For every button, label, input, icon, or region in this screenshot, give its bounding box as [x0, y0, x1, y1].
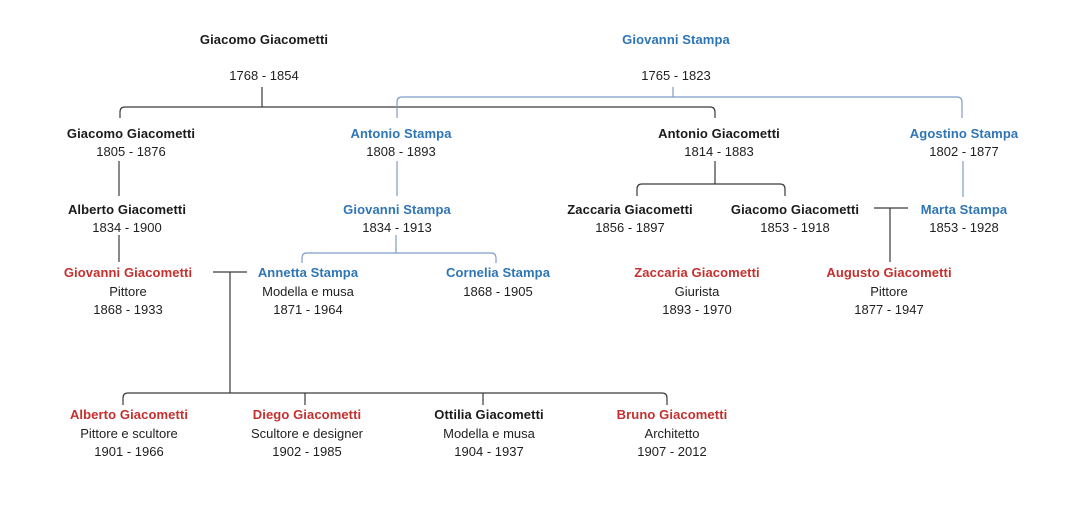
diego-giacometti-1902-dates: 1902 - 1985: [272, 444, 342, 459]
augusto-giacometti-1877-dates: 1877 - 1947: [854, 302, 924, 317]
giovanni-stampa-1765-dates: 1765 - 1823: [641, 68, 711, 83]
giovanni-giacometti-1868-role: Pittore: [109, 284, 147, 299]
giovanni-giacometti-1868-name: Giovanni Giacometti: [63, 265, 193, 280]
agostino-stampa-1802-dates: 1802 - 1877: [929, 144, 999, 159]
giacomo-giacometti-1805-name: Giacomo Giacometti: [66, 126, 196, 141]
alberto-giacometti-1901-dates: 1901 - 1966: [94, 444, 164, 459]
alberto-giacometti-1901-name: Alberto Giacometti: [69, 407, 189, 422]
diego-giacometti-1902-role: Scultore e designer: [250, 426, 364, 441]
connector-stampa-gen2-bar: [396, 96, 963, 118]
giovanni-stampa-1834-name: Giovanni Stampa: [343, 202, 451, 217]
antonio-giacometti-1814-name: Antonio Giacometti: [658, 126, 780, 141]
augusto-giacometti-1877-name: Augusto Giacometti: [826, 265, 952, 280]
cornelia-stampa-1868-dates: 1868 - 1905: [463, 284, 533, 299]
giovanni-stampa-1834-dates: 1834 - 1913: [362, 220, 432, 235]
antonio-giacometti-1814-dates: 1814 - 1883: [684, 144, 754, 159]
augusto-giacometti-1877-role: Pittore: [870, 284, 908, 299]
giovanni-stampa-1765-name: Giovanni Stampa: [622, 32, 730, 47]
ottilia-giacometti-1904-name: Ottilia Giacometti: [434, 407, 544, 422]
zaccaria-giacometti-1893-role: Giurista: [674, 284, 720, 299]
antonio-stampa-1808-dates: 1808 - 1893: [366, 144, 436, 159]
marta-stampa-1853-name: Marta Stampa: [920, 202, 1008, 217]
alberto-giacometti-1901-role: Pittore e scultore: [80, 426, 178, 441]
annetta-stampa-1871-dates: 1871 - 1964: [273, 302, 343, 317]
ottilia-giacometti-1904-dates: 1904 - 1937: [454, 444, 524, 459]
ottilia-giacometti-1904-role: Modella e musa: [443, 426, 535, 441]
connector-giacometti-gen2-bar: [119, 106, 716, 118]
bruno-giacometti-1907-dates: 1907 - 2012: [637, 444, 707, 459]
bruno-giacometti-1907-role: Architetto: [644, 426, 700, 441]
cornelia-stampa-1868-name: Cornelia Stampa: [445, 265, 551, 280]
connector-bottom-children-bar: [122, 392, 668, 405]
antonio-stampa-1808-name: Antonio Stampa: [350, 126, 452, 141]
alberto-giacometti-1834-name: Alberto Giacometti: [67, 202, 187, 217]
bruno-giacometti-1907-name: Bruno Giacometti: [616, 407, 728, 422]
zaccaria-giacometti-1856-name: Zaccaria Giacometti: [567, 202, 693, 217]
giovanni-giacometti-1868-dates: 1868 - 1933: [93, 302, 163, 317]
giacomo-giacometti-1768-name: Giacomo Giacometti: [199, 32, 329, 47]
diego-giacometti-1902-name: Diego Giacometti: [252, 407, 362, 422]
giacomo-giacometti-1768-dates: 1768 - 1854: [229, 68, 299, 83]
connector-giovanni-stampa-children-bar: [301, 252, 497, 263]
annetta-stampa-1871-role: Modella e musa: [262, 284, 354, 299]
connector-antonio-giacometti-children-bar: [636, 183, 786, 196]
giacomo-giacometti-1853-dates: 1853 - 1918: [760, 220, 830, 235]
zaccaria-giacometti-1856-dates: 1856 - 1897: [595, 220, 665, 235]
marta-stampa-1853-dates: 1853 - 1928: [929, 220, 999, 235]
giacomo-giacometti-1805-dates: 1805 - 1876: [96, 144, 166, 159]
zaccaria-giacometti-1893-dates: 1893 - 1970: [662, 302, 732, 317]
giacomo-giacometti-1853-name: Giacomo Giacometti: [730, 202, 860, 217]
annetta-stampa-1871-name: Annetta Stampa: [257, 265, 359, 280]
agostino-stampa-1802-name: Agostino Stampa: [909, 126, 1019, 141]
zaccaria-giacometti-1893-name: Zaccaria Giacometti: [634, 265, 760, 280]
alberto-giacometti-1834-dates: 1834 - 1900: [92, 220, 162, 235]
